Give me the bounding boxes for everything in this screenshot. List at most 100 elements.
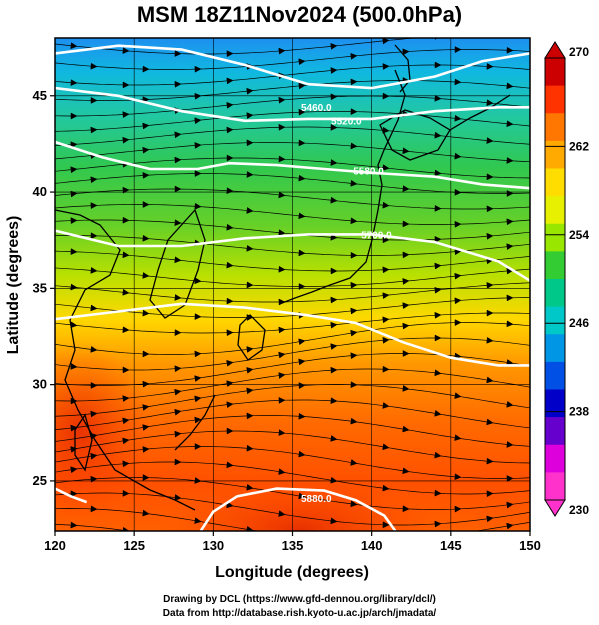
wind-arrow xyxy=(330,517,338,525)
streamline xyxy=(55,508,530,531)
y-tick-label: 25 xyxy=(33,473,47,488)
wind-arrow xyxy=(330,296,338,304)
wind-arrow xyxy=(246,346,254,353)
map-title: MSM 18Z11Nov2024 (500.0hPa) xyxy=(136,2,463,27)
wind-arrow xyxy=(226,223,234,231)
wind-arrow xyxy=(174,365,182,373)
wind-arrow xyxy=(350,281,358,289)
wind-arrow xyxy=(122,366,130,374)
wind-arrow xyxy=(122,81,130,89)
wind-arrow xyxy=(194,142,202,149)
wind-arrow xyxy=(382,292,390,300)
wind-arrow xyxy=(174,50,182,57)
colorbar: 270 262 254 246 238 230 xyxy=(544,41,589,517)
wind-arrow xyxy=(246,171,254,178)
wind-arrow xyxy=(70,79,78,86)
wind-arrow xyxy=(454,46,462,54)
wind-arrow xyxy=(226,187,234,195)
wind-arrow xyxy=(506,120,514,128)
streamline xyxy=(55,173,530,194)
wind-arrow xyxy=(278,397,286,404)
coastline-kurils xyxy=(449,94,511,131)
wind-arrow xyxy=(227,544,233,550)
coastline-hokkaido xyxy=(379,109,451,161)
contour-label: 5880.0 xyxy=(301,494,332,505)
wind-arrow xyxy=(174,294,182,301)
wind-arrow xyxy=(142,474,150,481)
colorbar-segment xyxy=(545,444,565,473)
wind-arrow xyxy=(486,232,494,240)
wind-arrow xyxy=(350,329,358,337)
wind-arrow xyxy=(350,307,358,315)
wind-arrow xyxy=(278,429,286,436)
contour-line xyxy=(199,487,397,531)
wind-arrow xyxy=(506,82,514,90)
wind-arrow xyxy=(90,232,98,240)
wind-arrow xyxy=(506,190,514,197)
wind-arrow xyxy=(434,236,442,243)
credit-data: Data from http://database.rish.kyoto-u.a… xyxy=(162,608,437,619)
wind-arrow xyxy=(454,272,462,280)
wind-arrow xyxy=(278,372,286,379)
wind-arrow xyxy=(90,96,98,104)
wind-arrow xyxy=(90,304,98,312)
wind-arrow xyxy=(226,154,234,162)
wind-arrow xyxy=(434,369,442,377)
x-tick-label: 140 xyxy=(361,538,383,553)
wind-arrow xyxy=(382,365,390,373)
wind-arrow xyxy=(246,444,254,452)
wind-arrow xyxy=(330,67,338,74)
wind-arrow xyxy=(330,233,338,241)
wind-arrow xyxy=(226,329,234,337)
wind-arrow xyxy=(454,473,462,481)
y-axis-title: Latitude (degrees) xyxy=(5,216,22,355)
wind-arrow xyxy=(330,397,338,405)
wind-arrow xyxy=(142,350,150,358)
wind-arrow xyxy=(434,131,442,139)
wind-arrow xyxy=(90,126,98,134)
streamline xyxy=(55,142,530,163)
wind-arrow xyxy=(194,477,202,484)
wind-arrow xyxy=(486,418,494,426)
wind-arrow xyxy=(226,359,234,367)
colorbar-label: 230 xyxy=(569,503,589,517)
wind-arrow xyxy=(122,288,130,296)
wind-arrow xyxy=(194,375,202,382)
wind-arrow xyxy=(486,99,494,107)
wind-arrow xyxy=(350,108,358,116)
wind-arrow xyxy=(142,146,150,154)
wind-arrow xyxy=(351,537,357,543)
wind-arrow xyxy=(70,446,78,453)
wind-arrow xyxy=(454,319,462,327)
wind-arrow xyxy=(298,492,306,500)
credit-drawing: Drawing by DCL (https://www.gfd-dennou.o… xyxy=(163,594,436,605)
wind-arrow xyxy=(454,188,462,196)
wind-arrow xyxy=(454,114,462,122)
wind-arrow xyxy=(298,58,306,66)
streamline xyxy=(55,322,530,355)
colorbar-top-triangle xyxy=(544,41,566,59)
wind-arrow xyxy=(142,234,150,242)
wind-arrow xyxy=(175,535,181,541)
wind-arrow xyxy=(454,78,462,86)
wind-arrow xyxy=(142,446,150,453)
wind-arrow xyxy=(331,553,337,559)
colorbar-segment xyxy=(545,58,565,87)
wind-arrow xyxy=(278,351,286,359)
wind-arrow xyxy=(70,166,78,174)
wind-arrow xyxy=(298,382,306,390)
wind-arrow xyxy=(382,236,390,244)
wind-arrow xyxy=(70,466,78,474)
wind-arrow xyxy=(122,460,130,468)
wind-arrow xyxy=(434,451,442,459)
contour-label: 5460.0 xyxy=(301,103,332,114)
colorbar-segment xyxy=(545,223,565,252)
plot-area: 5460.0 5520.0 5580.0 5700.0 5880.0 xyxy=(55,38,530,559)
warm-anomaly-south xyxy=(160,480,440,531)
wind-arrow xyxy=(330,159,338,166)
wind-arrow xyxy=(454,505,462,513)
wind-arrow xyxy=(194,170,202,177)
wind-arrow xyxy=(226,461,234,469)
wind-arrow xyxy=(382,38,390,45)
wind-arrow xyxy=(226,126,234,134)
